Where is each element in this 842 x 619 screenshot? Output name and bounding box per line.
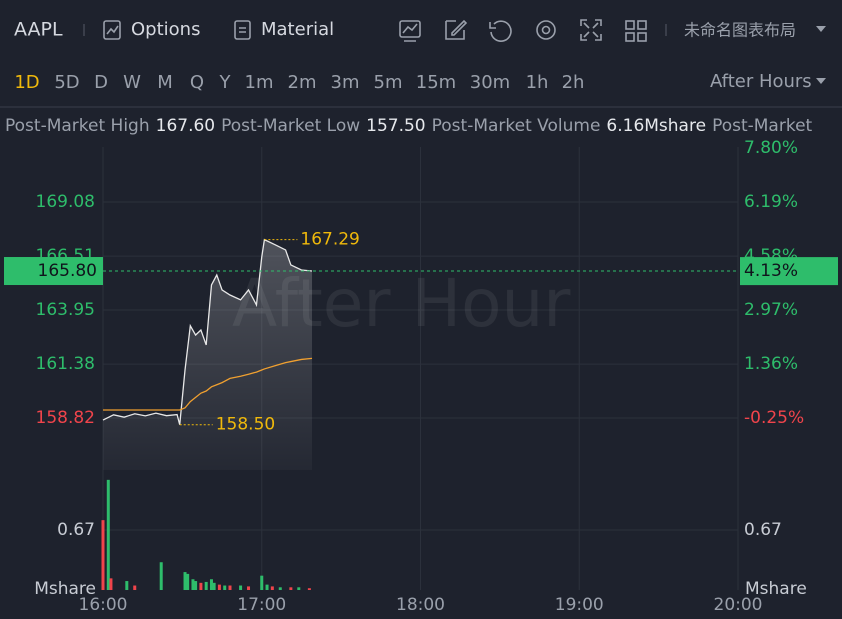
- info-label: Post-Market Volume: [432, 116, 601, 136]
- info-value: 157.50: [366, 116, 425, 136]
- volume-bar: [125, 581, 129, 590]
- timeframe-button[interactable]: 2m: [288, 72, 317, 93]
- annotation-label: 158.50: [216, 415, 275, 435]
- material-icon[interactable]: [234, 20, 251, 40]
- volume-bar: [109, 578, 113, 590]
- volume-bar: [265, 584, 269, 590]
- volume-bar: [194, 581, 198, 590]
- timeframe-button[interactable]: 1h: [526, 72, 549, 93]
- price-area: [103, 239, 313, 470]
- info-label: Post-Market Low: [221, 116, 360, 136]
- options-button[interactable]: Options: [131, 19, 200, 40]
- timeframe-button[interactable]: 30m: [470, 72, 510, 93]
- dropdown-arrow[interactable]: [816, 78, 826, 84]
- volume-bar: [106, 479, 110, 590]
- info-label: Post-Market: [712, 116, 812, 136]
- volume-bar: [199, 582, 203, 590]
- layout-icon[interactable]: [625, 20, 647, 42]
- indicator-icon[interactable]: [399, 20, 421, 42]
- dropdown-arrow[interactable]: [816, 26, 826, 32]
- volume-bar: [278, 587, 282, 590]
- options-icon[interactable]: [103, 20, 121, 40]
- volume-bar: [186, 573, 190, 590]
- layout-name[interactable]: 未命名图表布局: [684, 21, 796, 40]
- y2-tick-label: 7.80%: [744, 138, 798, 158]
- y-tick-label: 158.82: [36, 408, 95, 428]
- fullscreen-icon[interactable]: [580, 19, 602, 41]
- volume-bar: [204, 581, 208, 590]
- average-line: [103, 357, 313, 411]
- volume-bar: [183, 572, 187, 590]
- x-tick-label: 16:00: [79, 595, 128, 615]
- timeframe-button[interactable]: W: [123, 72, 141, 93]
- x-tick-label: 20:00: [714, 595, 763, 615]
- volume-bar: [239, 585, 243, 590]
- annotation-label: 167.29: [300, 230, 359, 250]
- volume-unit: Mshare: [34, 579, 96, 599]
- volume-bar: [307, 588, 311, 590]
- timeframes: 1D 5D D W M Q Y 1m 2m 3m 5m 15m 30m 1h 2h: [14, 72, 584, 93]
- y2-tick-label: 1.36%: [744, 354, 798, 374]
- y2-tick-label: 2.97%: [744, 300, 798, 320]
- volume-bar: [159, 562, 163, 590]
- info-value: 6.16Mshare: [606, 116, 706, 136]
- session-select[interactable]: After Hours: [710, 71, 812, 92]
- volume-bar: [101, 520, 105, 590]
- current-price-box: [4, 257, 103, 286]
- x-tick-label: 19:00: [555, 595, 604, 615]
- volume-bar: [223, 585, 227, 590]
- timeframe-button[interactable]: 1m: [245, 72, 274, 93]
- timeframe-button[interactable]: 1D: [14, 72, 39, 93]
- volume-bar: [212, 582, 216, 590]
- volume-bar: [270, 586, 274, 590]
- y-tick-label: 169.08: [36, 192, 95, 212]
- x-tick-label: 17:00: [237, 595, 286, 615]
- volume-tick-label: 0.67: [744, 520, 782, 540]
- draw-icon[interactable]: [445, 19, 468, 40]
- current-price-label: 165.80: [38, 261, 97, 281]
- volume-bar: [217, 584, 221, 590]
- volume-bar: [289, 587, 293, 590]
- timeframe-button[interactable]: 5D: [54, 72, 79, 93]
- current-pct-label: 4.13%: [744, 261, 798, 281]
- y-tick-label: 163.95: [36, 300, 95, 320]
- timeframe-button[interactable]: 5m: [374, 72, 403, 93]
- info-line: Post-Market High 167.60 Post-Market Low 157…: [5, 116, 813, 136]
- x-tick-label: 18:00: [396, 595, 445, 615]
- y-tick-label: 161.38: [36, 354, 95, 374]
- timeframe-button[interactable]: 2h: [562, 72, 585, 93]
- y2-tick-label: -0.25%: [744, 408, 804, 428]
- current-pct-box: [740, 257, 838, 286]
- reset-icon[interactable]: [489, 20, 512, 42]
- volume-bar: [191, 579, 195, 590]
- timeframe-button[interactable]: 15m: [416, 72, 456, 93]
- volume-bar: [209, 579, 213, 590]
- symbol[interactable]: AAPL: [14, 19, 63, 41]
- volume-bar: [297, 587, 301, 590]
- volume-tick-label: 0.67: [57, 520, 95, 540]
- timeframe-button[interactable]: M: [157, 72, 173, 93]
- volume-unit: Mshare: [745, 579, 807, 599]
- timeframe-button[interactable]: Q: [190, 72, 204, 93]
- material-button[interactable]: Material: [261, 19, 334, 40]
- info-value: 167.60: [156, 116, 215, 136]
- volume-bar: [247, 586, 251, 590]
- y2-tick-label: 6.19%: [744, 192, 798, 212]
- settings-icon[interactable]: [536, 20, 556, 40]
- volume-bar: [228, 585, 232, 590]
- volume-bar: [133, 585, 137, 590]
- chart: After Hour158.82161.38163.95166.51169.08…: [4, 138, 838, 615]
- price-line: [102, 238, 313, 425]
- info-label: Post-Market High: [5, 116, 150, 136]
- timeframe-button[interactable]: 3m: [331, 72, 360, 93]
- timeframe-button[interactable]: D: [94, 72, 108, 93]
- timeframe-button[interactable]: Y: [219, 72, 232, 93]
- volume-bar: [260, 575, 264, 590]
